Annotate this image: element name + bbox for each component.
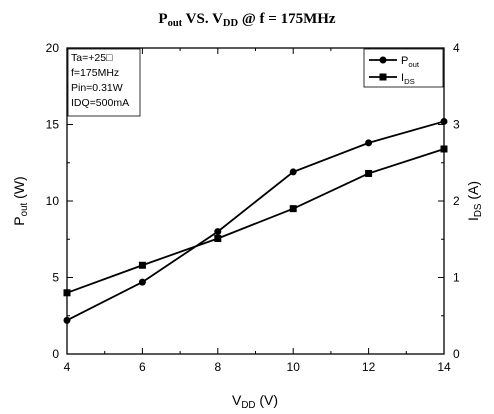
legend: Pout IDS	[363, 48, 444, 88]
x-tick-label: 4	[64, 360, 71, 374]
condition-line: Pin=0.31W	[71, 82, 123, 94]
pout-point	[365, 139, 373, 147]
y-right-tick-label: 4	[453, 41, 460, 55]
x-axis-label: VDD (V)	[232, 392, 278, 411]
y-left-tick-label: 0	[52, 347, 59, 361]
y-right-tick-label: 3	[453, 118, 460, 132]
legend-pout-label: Pout	[401, 55, 420, 69]
x-tick-label: 6	[139, 360, 146, 374]
conditions-box: Ta=+25□ f=175MHz Pin=0.31W IDQ=500mA	[67, 48, 141, 117]
y-right-tick-label: 0	[453, 347, 460, 361]
y-left-tick-label: 20	[46, 41, 60, 55]
y-left-tick-label: 5	[52, 271, 59, 285]
y-left-tick-label: 15	[46, 118, 60, 132]
pout-point	[440, 117, 448, 125]
legend-ids-label: IDS	[401, 72, 415, 86]
x-tick-label: 10	[287, 360, 301, 374]
series-layer	[63, 117, 448, 324]
legend-ids-marker	[379, 73, 387, 81]
ids-point	[63, 289, 71, 297]
ids-point	[138, 261, 146, 269]
y-right-tick-label: 1	[453, 271, 460, 285]
series-line-ids	[66, 148, 445, 294]
legend-frame	[363, 48, 444, 88]
pout-point	[138, 278, 146, 286]
conditions-frame	[67, 48, 141, 117]
pout-point	[289, 168, 297, 176]
y-axis-right-label: IDS (A)	[465, 181, 484, 221]
y-right-tick-label: 2	[453, 194, 460, 208]
legend-pout-marker	[379, 56, 387, 64]
y-axis-left-label: Pout (W)	[11, 176, 30, 225]
ids-point	[289, 205, 297, 213]
condition-line: f=175MHz	[71, 67, 119, 79]
chart-title: Pout VS. VDD @ f = 175MHz	[158, 11, 335, 29]
x-tick-label: 14	[437, 360, 451, 374]
pout-point	[63, 316, 71, 324]
ids-point	[365, 169, 373, 177]
ids-point	[440, 145, 448, 153]
condition-line: IDQ=500mA	[71, 97, 129, 109]
condition-line: Ta=+25□	[71, 52, 113, 64]
x-tick-label: 12	[362, 360, 376, 374]
y-left-tick-label: 10	[46, 194, 60, 208]
pout-point	[214, 228, 222, 236]
series-line-pout	[66, 120, 445, 322]
ids-point	[214, 234, 222, 242]
x-tick-label: 8	[214, 360, 221, 374]
